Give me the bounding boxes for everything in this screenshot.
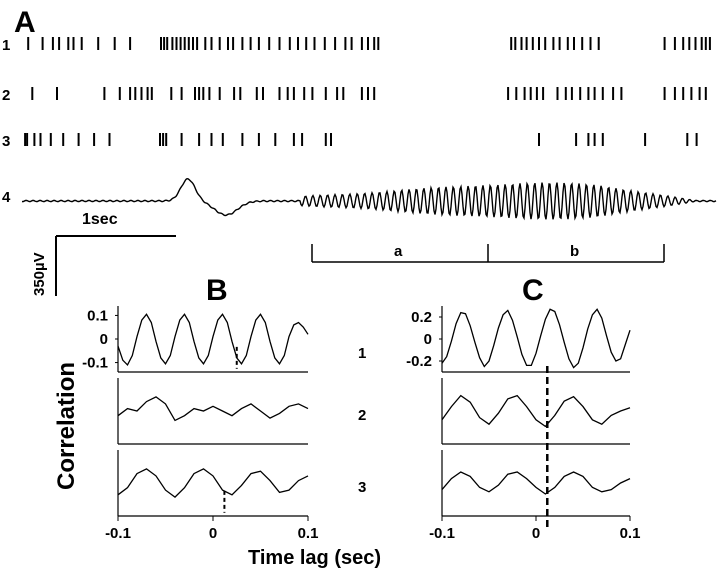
correlation-curve-1: [117, 313, 309, 366]
x-tick-label: 0: [209, 525, 217, 542]
segment-brackets: [311, 244, 665, 263]
x-axis-title: Time lag (sec): [248, 547, 381, 569]
spike-raster-3: [24, 133, 698, 146]
y-tick-label: 0: [100, 331, 108, 348]
trace-label-1: 1: [2, 37, 10, 54]
y-tick-label: 0.2: [411, 309, 432, 326]
panel-label-a: A: [14, 6, 36, 39]
x-tick-label: 0.1: [298, 525, 319, 542]
corr-row-label-2: 2: [358, 407, 366, 424]
x-tick-label: 0: [532, 525, 540, 542]
trace-label-2: 2: [2, 87, 10, 104]
x-tick-label: -0.1: [429, 525, 455, 542]
y-tick-label: 0.1: [87, 307, 108, 324]
spike-raster-2: [31, 87, 707, 100]
correlation-curve-1: [441, 308, 631, 369]
x-tick-label: 0.1: [620, 525, 641, 542]
correlogram-panel-b: 0.1 0 -0.1 -0.1 0 0.1: [82, 306, 318, 542]
corr-row-label-1: 1: [358, 345, 366, 362]
corr-row-label-3: 3: [358, 479, 366, 496]
scale-bar-voltage-label: 350µV: [31, 252, 48, 296]
correlation-curve-2: [117, 396, 309, 422]
trace-label-4: 4: [2, 189, 11, 206]
y-tick-label: -0.1: [82, 355, 108, 372]
trace-label-3: 3: [2, 133, 10, 150]
correlation-curve-2: [441, 394, 631, 428]
panel-label-c: C: [522, 274, 544, 307]
correlation-curve-3: [117, 468, 309, 498]
scale-bar-time-label: 1sec: [82, 211, 118, 228]
segment-label-a: a: [394, 243, 403, 260]
panel-label-b: B: [206, 274, 228, 307]
spike-raster-1: [27, 37, 711, 50]
lfp-trace: [21, 177, 717, 221]
y-tick-label: 0: [424, 331, 432, 348]
correlation-curve-3: [441, 471, 631, 495]
x-tick-label: -0.1: [105, 525, 131, 542]
y-axis-title: Correlation: [53, 362, 80, 490]
segment-label-b: b: [570, 243, 579, 260]
correlogram-panel-c: 0.2 0 -0.2 -0.1 0 0.1: [406, 306, 640, 542]
y-tick-label: -0.2: [406, 353, 432, 370]
